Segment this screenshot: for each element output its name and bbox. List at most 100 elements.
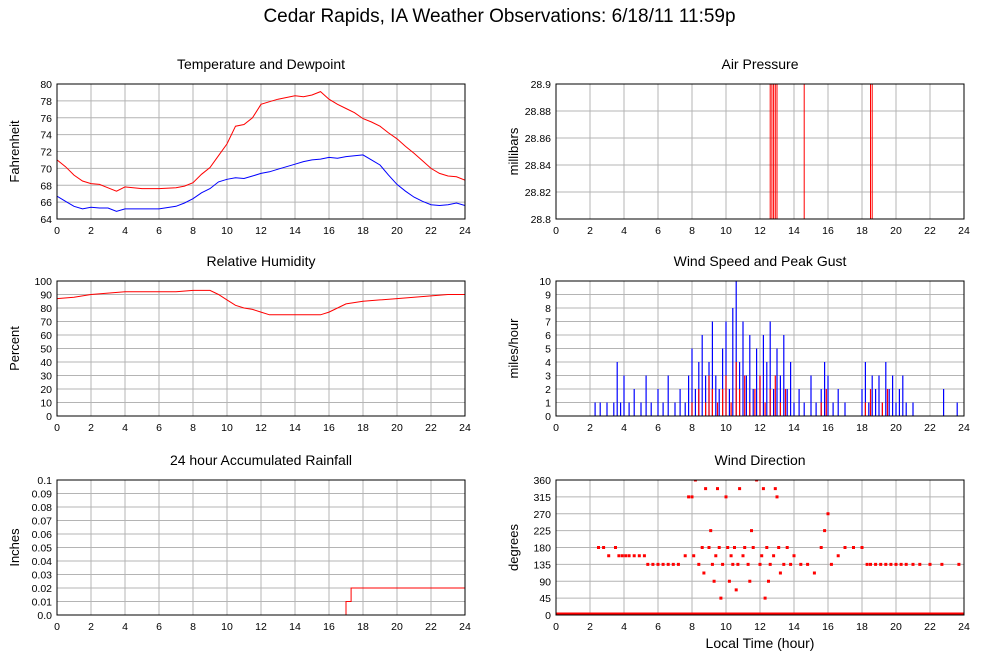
rain-x-tick-label: 8 — [190, 621, 196, 633]
dir-x-tick-label: 10 — [720, 621, 732, 633]
temp-x-tick-label: 10 — [221, 225, 233, 237]
dir-point — [716, 487, 719, 491]
rain-y-tick-label: 0.0 — [37, 610, 52, 622]
dir-point — [710, 562, 714, 566]
dir-point — [751, 546, 755, 549]
dir-point — [782, 562, 786, 566]
wind-title: Wind Speed and Peak Gust — [674, 253, 847, 269]
wind-x-tick-label: 20 — [890, 422, 902, 434]
temp-title: Temperature and Dewpoint — [177, 56, 345, 72]
dir-point — [637, 554, 641, 558]
temp-x-tick-label: 14 — [289, 225, 301, 237]
wind-y-tick-label: 1 — [545, 398, 551, 410]
rain-x-tick-label: 20 — [391, 621, 403, 633]
dir-point — [812, 571, 816, 575]
dir-point — [712, 579, 716, 583]
dir-x-tick-label: 24 — [958, 621, 970, 633]
dir-y-tick-label: 225 — [533, 526, 551, 538]
wind-x-tick-label: 24 — [958, 422, 970, 434]
wind-x-tick-label: 16 — [822, 422, 834, 434]
dir-point — [692, 554, 696, 558]
press-x-tick-label: 10 — [720, 225, 732, 237]
press-y-tick-label: 28.84 — [525, 160, 551, 172]
dir-point — [597, 546, 600, 549]
wind-y-tick-label: 6 — [545, 330, 551, 342]
rain-x-tick-label: 4 — [122, 621, 128, 633]
rain-y-tick-label: 0.1 — [37, 475, 52, 487]
temp-x-tick-label: 2 — [88, 225, 94, 237]
dir-point — [743, 546, 747, 549]
dir-y-tick-label: 0 — [545, 610, 551, 622]
dir-point — [869, 562, 872, 566]
temp-y-tick-label: 64 — [40, 214, 52, 226]
dir-point — [620, 554, 624, 558]
rh-x-tick-label: 6 — [156, 422, 162, 434]
dir-point — [602, 546, 606, 549]
temp-x-tick-label: 4 — [122, 225, 128, 237]
press-frame — [555, 83, 965, 220]
dir-point — [727, 579, 731, 583]
dir-point — [799, 562, 803, 566]
dir-point — [760, 554, 764, 558]
wind-y-tick-label: 2 — [545, 384, 551, 396]
dir-y-tick-label: 90 — [539, 576, 551, 588]
dir-x-tick-label: 6 — [655, 621, 661, 633]
wind-y-tick-label: 9 — [545, 290, 551, 302]
rain-x-tick-label: 0 — [54, 621, 60, 633]
rh-title: Relative Humidity — [207, 253, 316, 269]
dir-point — [806, 562, 810, 566]
dir-point — [697, 562, 701, 566]
temp-series-line — [57, 91, 465, 192]
dir-point — [687, 495, 691, 499]
dir-point — [661, 562, 665, 566]
dir-point — [607, 554, 611, 558]
dir-point — [826, 512, 830, 516]
rain-y-tick-label: 0.05 — [32, 543, 53, 555]
temp-y-tick-label: 70 — [40, 163, 52, 175]
dir-point — [642, 554, 646, 558]
dir-point — [777, 546, 781, 549]
dir-point — [731, 562, 735, 566]
rh-x-tick-label: 4 — [122, 422, 128, 434]
wind-y-tick-label: 3 — [545, 371, 551, 383]
rain-y-tick-label: 0.02 — [32, 583, 53, 595]
dir-point — [904, 562, 908, 566]
dir-frame — [555, 479, 965, 616]
press-x-tick-label: 12 — [754, 225, 766, 237]
rh-x-tick-label: 18 — [357, 422, 369, 434]
dir-x-tick-label: 14 — [788, 621, 800, 633]
temp-frame — [56, 83, 466, 220]
dir-point — [940, 562, 944, 566]
dir-point — [676, 562, 680, 566]
dir-point — [879, 562, 883, 566]
dir-point — [778, 571, 782, 575]
dir-point — [765, 546, 769, 549]
wind-x-tick-label: 10 — [720, 422, 732, 434]
wind-x-tick-label: 4 — [621, 422, 627, 434]
dir-x-tick-label: 22 — [924, 621, 936, 633]
press-y-tick-label: 28.8 — [531, 214, 552, 226]
dir-point — [843, 546, 847, 549]
temp-y-tick-label: 80 — [40, 79, 52, 91]
dir-point — [865, 562, 869, 566]
press-x-tick-label: 24 — [958, 225, 970, 237]
temp-y-tick-label: 76 — [40, 113, 52, 125]
rh-y-tick-label: 80 — [40, 303, 52, 315]
dir-point — [829, 562, 833, 566]
dir-point — [773, 487, 777, 491]
dir-point — [734, 588, 738, 592]
temp-x-tick-label: 6 — [156, 225, 162, 237]
temp-y-tick-label: 74 — [40, 130, 52, 142]
dir-point — [738, 487, 742, 491]
rh-x-tick-label: 24 — [459, 422, 471, 434]
rain-x-tick-label: 18 — [357, 621, 369, 633]
dir-point — [700, 546, 704, 549]
temp-x-tick-label: 12 — [255, 225, 267, 237]
temp-y-tick-label: 78 — [40, 96, 52, 108]
temp-y-axis-label: Fahrenheit — [7, 120, 22, 183]
wind-x-tick-label: 22 — [924, 422, 936, 434]
